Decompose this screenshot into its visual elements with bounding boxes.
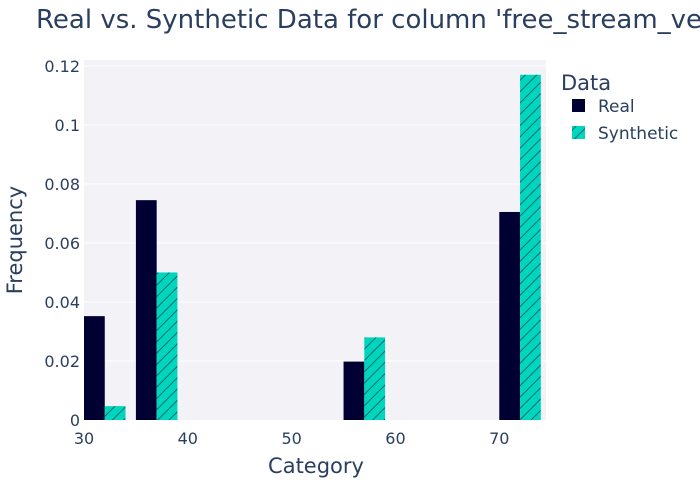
- bar-synthetic[interactable]: [156, 272, 178, 420]
- x-axis-ticks: 30 40 50 60 70: [74, 429, 510, 448]
- bar-synthetic[interactable]: [104, 406, 126, 420]
- x-tick-label: 30: [74, 429, 94, 448]
- chart-title: Real vs. Synthetic Data for column 'free…: [36, 5, 700, 35]
- x-tick-label: 60: [385, 429, 405, 448]
- legend-label-real: Real: [598, 97, 635, 117]
- legend-label-synthetic: Synthetic: [598, 124, 678, 144]
- y-tick-label: 0: [70, 411, 80, 430]
- bars: [84, 74, 541, 421]
- legend-title: Data: [561, 71, 611, 95]
- y-tick-label: 0.12: [44, 57, 80, 76]
- bar-real[interactable]: [499, 211, 521, 420]
- bar-real[interactable]: [84, 316, 105, 420]
- legend[interactable]: Data Real Synthetic: [561, 71, 678, 144]
- y-axis-ticks: 0 0.02 0.04 0.06 0.08 0.1 0.12: [44, 57, 80, 430]
- bar-real[interactable]: [135, 200, 157, 420]
- y-tick-label: 0.1: [55, 116, 80, 135]
- x-tick-label: 70: [489, 429, 509, 448]
- y-tick-label: 0.08: [44, 175, 80, 194]
- y-tick-label: 0.06: [44, 234, 80, 253]
- bar-synthetic[interactable]: [364, 337, 386, 420]
- legend-swatch-real: [572, 99, 585, 112]
- bar-real[interactable]: [343, 361, 365, 420]
- bar-synthetic[interactable]: [520, 74, 541, 421]
- y-axis-title: Frequency: [3, 186, 27, 295]
- y-tick-label: 0.02: [44, 352, 80, 371]
- x-tick-label: 50: [281, 429, 301, 448]
- x-tick-label: 40: [178, 429, 198, 448]
- x-axis-title: Category: [268, 454, 364, 478]
- legend-item-synthetic[interactable]: Synthetic: [572, 124, 678, 144]
- legend-item-real[interactable]: Real: [572, 97, 635, 117]
- legend-swatch-synthetic: [572, 126, 585, 139]
- y-tick-label: 0.04: [44, 293, 80, 312]
